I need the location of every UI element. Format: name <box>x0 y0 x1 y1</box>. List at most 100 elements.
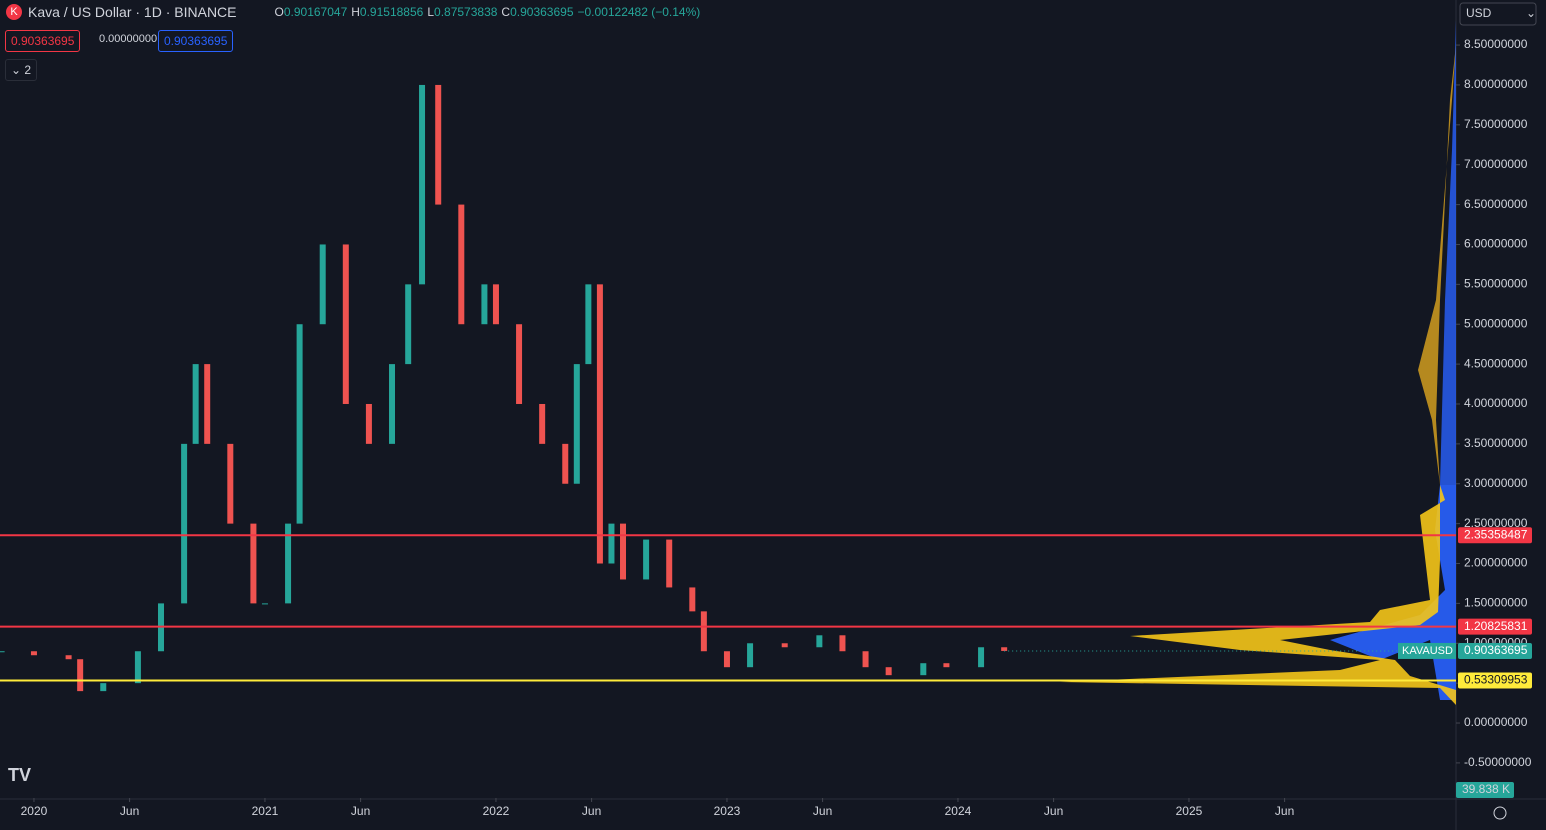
volume-tag <box>1456 782 1514 798</box>
candle <box>134 651 141 684</box>
x-tick-label: Jun <box>582 804 601 818</box>
candle <box>539 403 546 444</box>
candle <box>435 84 442 205</box>
candle <box>181 443 188 604</box>
symbol-icon: K <box>6 4 22 20</box>
volume-profile <box>1418 45 1456 485</box>
indicators-toggle[interactable]: ⌄ 2 <box>5 59 38 81</box>
y-tick-label: 6.50000000 <box>1464 197 1528 211</box>
x-tick-label: Jun <box>351 804 370 818</box>
y-tick-label: 2.00000000 <box>1464 556 1528 570</box>
x-tick-label: 2022 <box>483 804 510 818</box>
ohlc-value: 0.90363695 <box>510 5 574 19</box>
y-tick-label: 7.50000000 <box>1464 117 1528 131</box>
candle <box>0 651 5 653</box>
ohlc-item: H0.91518856 <box>351 5 423 19</box>
badge: 0.90363695 <box>158 30 234 52</box>
y-tick-label: 4.00000000 <box>1464 396 1528 410</box>
candle <box>608 523 615 564</box>
candle <box>585 284 592 365</box>
candle <box>204 364 211 444</box>
x-tick-label: 2020 <box>21 804 48 818</box>
y-tick-label: -0.50000000 <box>1464 755 1532 769</box>
candle <box>100 683 107 692</box>
candle <box>250 523 257 604</box>
ohlc-key: L <box>427 5 435 19</box>
candle <box>700 611 707 652</box>
candle <box>296 324 303 524</box>
y-tick-label: 6.00000000 <box>1464 237 1528 251</box>
candle <box>405 284 412 365</box>
ohlc-value: 0.90167047 <box>283 5 348 19</box>
ohlc-key: C <box>501 5 511 19</box>
badge: 0.00000000 <box>99 33 158 45</box>
candle <box>458 204 465 325</box>
candle <box>481 284 488 325</box>
x-tick-label: 2021 <box>252 804 279 818</box>
y-tick-label: 3.50000000 <box>1464 436 1528 450</box>
chevron: ⌄ <box>11 63 25 77</box>
symbol-tag <box>1398 642 1456 659</box>
dropdown-icon: ⌄ <box>1526 6 1536 20</box>
candle <box>620 523 627 580</box>
ohlc-item: C0.90363695 <box>501 5 573 19</box>
volume-profile <box>1060 485 1456 705</box>
candle <box>862 651 869 668</box>
candle <box>30 651 37 656</box>
candle <box>839 635 846 652</box>
candle <box>643 539 650 580</box>
y-tick-label: 5.00000000 <box>1464 316 1528 330</box>
candle <box>747 643 754 668</box>
x-tick-label: 2023 <box>714 804 741 818</box>
price-tag <box>1458 642 1532 659</box>
candle <box>666 539 673 588</box>
volume-profile <box>1440 20 1456 485</box>
symbol-tag-label: KAVAUSD <box>1402 645 1453 657</box>
x-tick-label: 2025 <box>1176 804 1203 818</box>
candle <box>920 663 927 676</box>
ohlc: O0.90167047 H0.91518856 L0.87573838 C0.9036… <box>275 5 701 19</box>
logo: TV <box>8 765 31 785</box>
ohlc-value: 0.87573838 <box>434 5 498 19</box>
candle <box>516 324 523 404</box>
candle <box>419 84 426 285</box>
price-tag <box>1458 618 1532 635</box>
y-tick-label: 5.50000000 <box>1464 277 1528 291</box>
settings-button[interactable] <box>1493 806 1507 820</box>
candle <box>562 443 569 484</box>
candle <box>596 284 603 564</box>
candle <box>1001 647 1008 651</box>
price-tag-label: 1.20825831 <box>1464 619 1528 633</box>
candle <box>342 244 349 404</box>
ohlc-key: H <box>351 5 360 19</box>
candle <box>492 284 499 325</box>
candle <box>573 364 580 484</box>
y-tick-label: 4.50000000 <box>1464 356 1528 370</box>
currency[interactable]: USD <box>1466 6 1492 20</box>
x-tick-label: Jun <box>1275 804 1294 818</box>
header: K Kava / US Dollar · 1D · BINANCE O0.901… <box>6 4 700 20</box>
badge: 0.90363695 <box>5 30 81 52</box>
candle <box>319 244 326 325</box>
x-tick-label: Jun <box>813 804 832 818</box>
volume-profile <box>1330 485 1456 700</box>
candle <box>227 443 234 524</box>
price-tag-label: 2.35358487 <box>1464 527 1528 541</box>
symbol-title: Kava / US Dollar · 1D · BINANCE <box>28 4 237 20</box>
volume-label: 39.838 K <box>1462 782 1510 796</box>
y-tick-label: 2.50000000 <box>1464 516 1528 530</box>
change: −0.00122482 (−0.14%) <box>577 5 701 19</box>
y-tick-label: 3.00000000 <box>1464 476 1528 490</box>
currency-select[interactable] <box>1459 2 1537 26</box>
candle <box>781 643 788 648</box>
candle <box>365 403 372 444</box>
y-tick-label: 0.00000000 <box>1464 715 1528 729</box>
price-tag <box>1458 527 1532 544</box>
y-tick-label: 1.50000000 <box>1464 596 1528 610</box>
ohlc-item: O0.90167047 <box>275 5 348 19</box>
candle <box>261 603 268 605</box>
